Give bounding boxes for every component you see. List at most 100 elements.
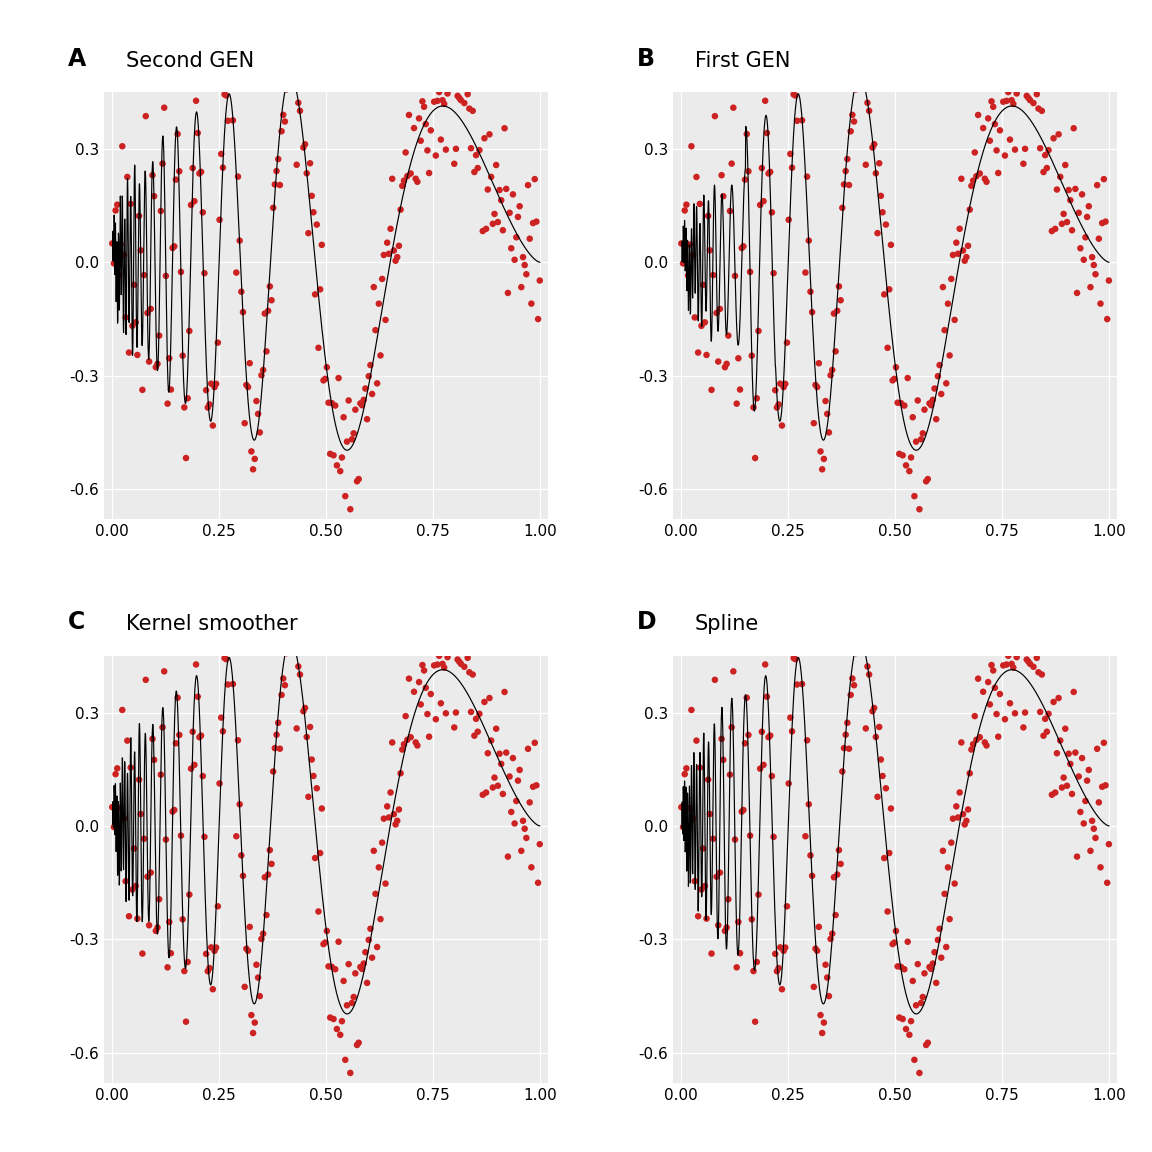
Point bbox=[477, 783, 495, 802]
Point bbox=[484, 214, 502, 233]
Point bbox=[525, 169, 544, 188]
Point bbox=[457, 639, 476, 658]
Point bbox=[386, 251, 404, 270]
Point bbox=[209, 333, 227, 351]
Point bbox=[707, 867, 726, 886]
Point bbox=[367, 938, 386, 956]
Point bbox=[300, 788, 318, 806]
Point bbox=[1049, 689, 1068, 707]
Point bbox=[954, 241, 972, 259]
Point bbox=[450, 89, 469, 107]
Point bbox=[103, 234, 121, 252]
Point bbox=[857, 719, 876, 737]
Point bbox=[435, 658, 454, 676]
Point bbox=[841, 685, 859, 704]
Point bbox=[918, 1033, 937, 1052]
Point bbox=[187, 655, 205, 674]
Point bbox=[743, 347, 761, 365]
Point bbox=[1021, 91, 1039, 109]
Point bbox=[759, 728, 778, 746]
Point bbox=[741, 263, 759, 281]
Point bbox=[1054, 768, 1073, 787]
Point bbox=[943, 245, 962, 264]
Point bbox=[979, 109, 998, 128]
Point bbox=[847, 81, 865, 99]
Point bbox=[704, 829, 722, 848]
Point bbox=[947, 797, 965, 816]
Text: A: A bbox=[68, 47, 86, 70]
Point bbox=[381, 783, 400, 802]
Point bbox=[903, 408, 922, 426]
Point bbox=[839, 150, 857, 168]
Point bbox=[1026, 639, 1045, 658]
Point bbox=[932, 385, 950, 403]
Point bbox=[796, 827, 814, 846]
Point bbox=[986, 115, 1005, 134]
Point bbox=[506, 814, 524, 833]
Point bbox=[319, 957, 338, 976]
Point bbox=[1058, 213, 1076, 232]
Text: B: B bbox=[637, 47, 655, 70]
Point bbox=[681, 235, 699, 253]
Point bbox=[865, 699, 884, 718]
Point bbox=[395, 172, 414, 190]
Point bbox=[153, 154, 172, 173]
Point bbox=[249, 404, 267, 423]
Point bbox=[121, 758, 139, 776]
Point bbox=[115, 810, 134, 828]
Point bbox=[264, 198, 282, 217]
Point bbox=[341, 500, 359, 518]
Point bbox=[696, 877, 714, 895]
Point bbox=[437, 704, 455, 722]
Point bbox=[279, 54, 297, 73]
Point bbox=[529, 873, 547, 892]
Point bbox=[400, 669, 418, 688]
Point bbox=[524, 778, 543, 796]
Point bbox=[463, 101, 482, 120]
Point bbox=[684, 810, 703, 828]
Point bbox=[469, 159, 487, 177]
Point bbox=[1068, 848, 1086, 866]
Point bbox=[266, 175, 285, 194]
Point bbox=[813, 460, 832, 478]
Point bbox=[958, 236, 977, 255]
Point bbox=[477, 220, 495, 238]
Point bbox=[222, 599, 241, 617]
Point bbox=[833, 763, 851, 781]
Point bbox=[1031, 139, 1049, 158]
Point bbox=[197, 381, 215, 400]
Point bbox=[869, 223, 887, 242]
Point bbox=[726, 266, 744, 285]
Point bbox=[306, 849, 325, 867]
Point bbox=[1029, 99, 1047, 118]
Point bbox=[776, 939, 795, 957]
Point bbox=[423, 70, 441, 89]
Point bbox=[296, 135, 314, 153]
Point bbox=[263, 855, 281, 873]
Point bbox=[407, 733, 425, 751]
Point bbox=[733, 238, 751, 257]
Point bbox=[674, 818, 692, 836]
Point bbox=[894, 446, 912, 464]
Point bbox=[395, 735, 414, 753]
Point bbox=[715, 358, 734, 377]
Point bbox=[888, 394, 907, 412]
Point bbox=[275, 676, 294, 695]
Point bbox=[119, 732, 137, 750]
Point bbox=[949, 809, 968, 827]
Point bbox=[139, 353, 158, 371]
Point bbox=[980, 131, 999, 150]
Point bbox=[899, 932, 917, 950]
Point bbox=[334, 408, 353, 426]
Point bbox=[804, 414, 823, 432]
Point bbox=[802, 847, 820, 865]
Point bbox=[977, 173, 995, 191]
Point bbox=[1075, 250, 1093, 268]
Point bbox=[238, 378, 257, 396]
Point bbox=[341, 1063, 359, 1082]
Point bbox=[730, 380, 749, 399]
Point bbox=[907, 996, 925, 1015]
Point bbox=[522, 858, 540, 877]
Point bbox=[840, 740, 858, 758]
Point bbox=[182, 196, 200, 214]
